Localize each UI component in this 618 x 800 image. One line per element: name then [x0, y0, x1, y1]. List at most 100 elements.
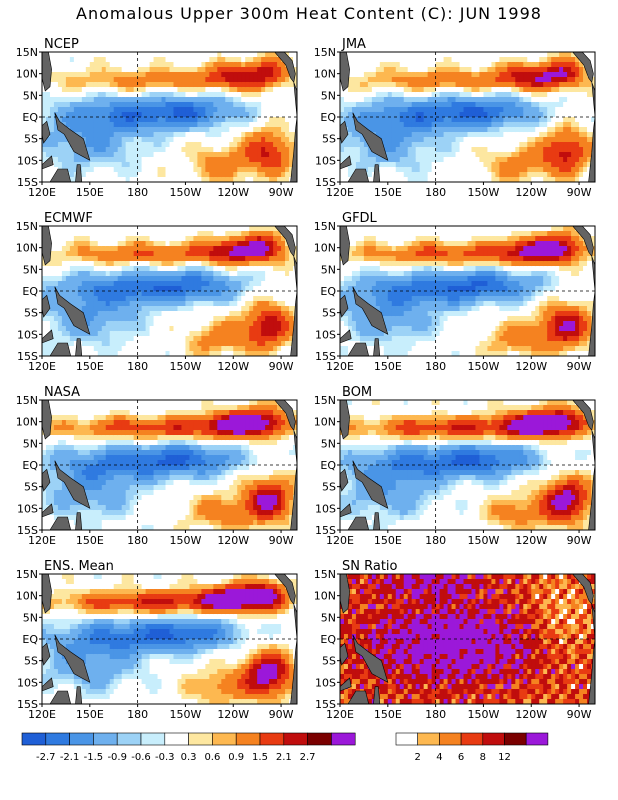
heat-cell	[503, 62, 508, 68]
heat-cell	[245, 271, 250, 277]
heat-cell	[273, 301, 278, 307]
heat-cell	[379, 127, 385, 133]
heat-cell	[97, 346, 103, 352]
heat-cell	[273, 296, 278, 302]
heat-cell	[277, 266, 282, 272]
heat-cell	[45, 167, 51, 173]
heat-cell	[133, 142, 139, 148]
heat-cell	[85, 92, 91, 98]
heat-cell	[42, 107, 47, 113]
heat-cell	[439, 72, 444, 78]
heat-cell	[531, 57, 536, 63]
heat-cell	[467, 167, 472, 173]
heat-cell	[475, 172, 480, 178]
heat-cell	[281, 92, 286, 98]
heat-cell	[153, 291, 158, 297]
heat-cell	[515, 172, 520, 178]
heat-cell	[193, 351, 198, 357]
heat-cell	[93, 77, 99, 83]
heat-cell	[193, 271, 198, 277]
heat-cell	[281, 152, 286, 158]
heat-cell	[257, 306, 262, 312]
heat-cell	[435, 112, 441, 118]
heat-cell	[113, 62, 119, 68]
heat-cell	[289, 157, 294, 163]
heat-cell	[69, 122, 75, 128]
heat-cell	[117, 97, 123, 103]
heat-cell	[269, 286, 274, 292]
heat-cell	[161, 236, 166, 242]
heat-cell	[233, 117, 238, 123]
heat-cell	[157, 67, 162, 73]
heat-cell	[447, 62, 452, 68]
heat-cell	[289, 117, 294, 123]
heat-cell	[113, 316, 119, 322]
heat-cell	[375, 77, 381, 83]
heat-cell	[181, 261, 186, 267]
heat-cell	[93, 87, 99, 93]
heat-cell	[471, 162, 476, 168]
heat-cell	[49, 226, 55, 232]
heat-cell	[563, 62, 568, 68]
heat-cell	[217, 261, 222, 267]
x-tick-label: 120E	[28, 186, 56, 199]
heat-cell	[375, 67, 381, 73]
heat-cell	[157, 256, 162, 262]
heat-cell	[347, 172, 353, 178]
heat-cell	[249, 102, 254, 108]
heat-cell	[149, 67, 154, 73]
heat-cell	[475, 62, 480, 68]
heat-cell	[459, 177, 464, 183]
heat-cell	[105, 246, 111, 252]
heat-cell	[253, 336, 258, 342]
heat-cell	[133, 311, 139, 317]
heat-cell	[407, 112, 413, 118]
heat-cell	[519, 137, 524, 143]
heat-cell	[173, 172, 178, 178]
heat-cell	[209, 127, 214, 133]
heat-cell	[395, 132, 401, 138]
heat-cell	[105, 276, 111, 282]
heat-cell	[459, 87, 464, 93]
heat-cell	[483, 177, 488, 183]
heat-cell	[535, 102, 540, 108]
heat-cell	[431, 92, 437, 98]
heat-cell	[193, 286, 198, 292]
heat-cell	[571, 172, 576, 178]
heat-cell	[109, 62, 115, 68]
heat-cell	[225, 241, 230, 247]
heat-cell	[395, 62, 401, 68]
heat-cell	[559, 167, 564, 173]
heat-cell	[293, 62, 298, 68]
heat-cell	[447, 147, 452, 153]
heat-cell	[415, 87, 421, 93]
heat-cell	[269, 82, 274, 88]
heat-cell	[511, 122, 516, 128]
heat-cell	[45, 291, 51, 297]
heat-cell	[241, 261, 246, 267]
heat-cell	[141, 107, 146, 113]
heat-cell	[253, 117, 258, 123]
heat-cell	[535, 77, 540, 83]
heat-cell	[121, 311, 127, 317]
heat-cell	[491, 137, 496, 143]
heat-cell	[395, 52, 401, 58]
heat-cell	[173, 346, 178, 352]
heat-cell	[125, 321, 131, 327]
heat-cell	[237, 331, 242, 337]
heat-cell	[511, 157, 516, 163]
heat-cell	[229, 341, 234, 347]
heat-cell	[265, 351, 270, 357]
heat-cell	[245, 107, 250, 113]
heat-cell	[455, 92, 460, 98]
heat-cell	[49, 311, 55, 317]
heat-cell	[177, 236, 182, 242]
heat-cell	[185, 117, 190, 123]
heat-cell	[117, 261, 123, 267]
heat-cell	[487, 157, 492, 163]
heat-cell	[69, 112, 75, 118]
heat-cell	[273, 112, 278, 118]
heat-cell	[189, 341, 194, 347]
heat-cell	[253, 306, 258, 312]
heat-cell	[277, 157, 282, 163]
